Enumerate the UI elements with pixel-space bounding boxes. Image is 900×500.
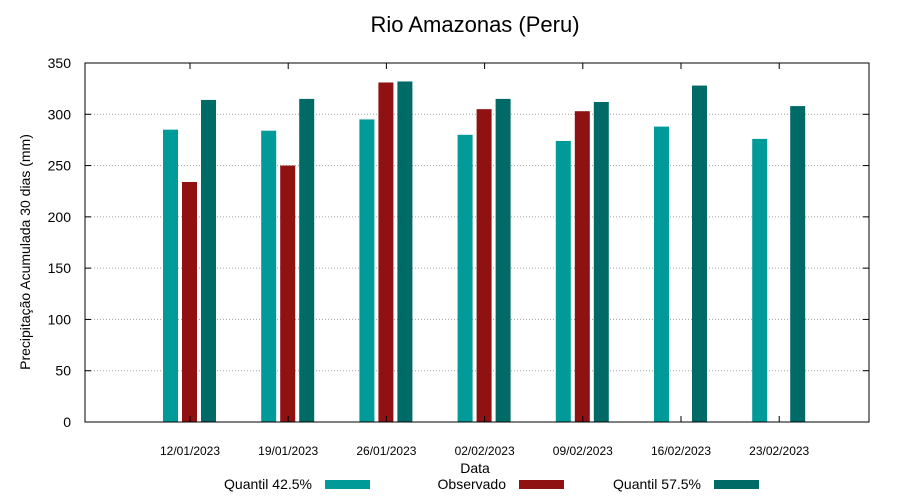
bar-quantil-42-5--5 (654, 126, 669, 422)
bar-quantil-57-5--4 (593, 101, 609, 422)
legend-label: Quantil 42.5% (224, 476, 312, 492)
bars (163, 81, 806, 423)
bar-quantil-57-5--0 (201, 99, 216, 422)
bar-quantil-42-5--1 (261, 130, 277, 422)
bar-quantil-57-5--1 (299, 98, 315, 423)
x-tick-label: 12/01/2023 (160, 444, 220, 458)
bar-observado-2 (378, 82, 394, 422)
bar-quantil-42-5--2 (359, 119, 375, 423)
legend-swatch (714, 480, 759, 489)
x-axis-label: Data (460, 460, 490, 476)
y-tick-label: 0 (63, 414, 71, 430)
legend-swatch (519, 480, 564, 489)
bar-observado-1 (280, 165, 296, 423)
bar-quantil-42-5--0 (163, 129, 178, 422)
chart-title: Rio Amazonas (Peru) (370, 12, 579, 37)
x-tick-label: 16/02/2023 (651, 444, 711, 458)
y-tick-label: 50 (55, 363, 71, 379)
x-tick-label: 09/02/2023 (553, 444, 613, 458)
x-tick-label: 02/02/2023 (455, 444, 515, 458)
y-axis-ticks: 0 50 100 150 200 250 300 350 (48, 55, 869, 430)
y-tick-label: 100 (48, 311, 72, 327)
legend: Quantil 42.5% Observado Quantil 57.5% (224, 476, 759, 492)
bar-observado-0 (182, 181, 197, 422)
bar-quantil-42-5--4 (555, 140, 571, 422)
plot-frame (84, 62, 870, 423)
y-axis-label: Precipitação Acumulada 30 dias (mm) (17, 134, 33, 370)
y-tick-label: 150 (48, 260, 72, 276)
y-tick-label: 200 (48, 209, 72, 225)
bar-observado-3 (476, 109, 492, 423)
x-tick-label: 26/01/2023 (356, 444, 416, 458)
x-tick-label: 23/02/2023 (749, 444, 809, 458)
x-tick-label: 19/01/2023 (258, 444, 318, 458)
bar-quantil-57-5--5 (692, 85, 707, 423)
bar-quantil-57-5--3 (495, 98, 511, 423)
bar-quantil-57-5--6 (790, 106, 806, 422)
x-axis-ticks: 12/01/2023 19/01/2023 26/01/2023 02/02/2023… (160, 63, 810, 458)
y-tick-label: 250 (48, 158, 72, 174)
legend-label: Quantil 57.5% (613, 476, 701, 492)
y-tick-label: 350 (48, 55, 72, 71)
bar-observado-4 (574, 111, 590, 423)
legend-label: Observado (438, 476, 507, 492)
bar-quantil-57-5--2 (397, 81, 413, 422)
bar-quantil-42-5--6 (752, 138, 768, 422)
y-tick-label: 300 (48, 106, 72, 122)
bar-quantil-42-5--3 (457, 134, 473, 423)
legend-swatch (325, 480, 370, 489)
